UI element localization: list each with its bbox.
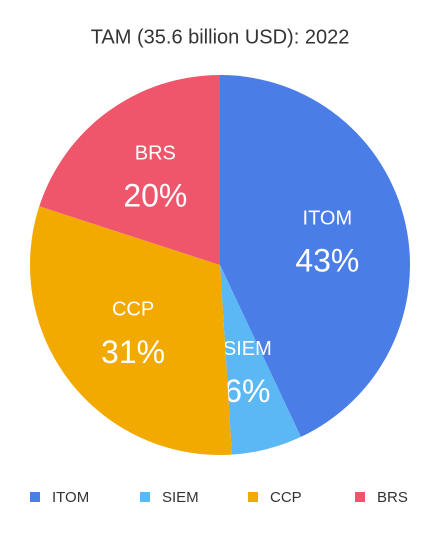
slice-value-label: 31% (101, 334, 165, 370)
chart-title: TAM (35.6 billion USD): 2022 (91, 26, 350, 48)
legend-label: CCP (270, 489, 302, 506)
legend-label: ITOM (52, 489, 89, 506)
slice-value-label: 43% (295, 242, 359, 278)
pie-slice (30, 206, 232, 456)
legend-swatch (30, 492, 40, 502)
pie-slice (220, 265, 301, 455)
slice-label: ITOM (303, 207, 353, 229)
legend-swatch (248, 492, 258, 502)
slice-value-label: 20% (123, 177, 187, 213)
pie-slice (39, 75, 221, 265)
legend-label: SIEM (162, 489, 199, 506)
pie-slice (220, 75, 411, 437)
legend-label: BRS (377, 489, 408, 506)
slice-label: SIEM (223, 338, 272, 360)
slice-value-label: 6% (224, 373, 270, 409)
legend-swatch (140, 492, 150, 502)
slice-label: BRS (135, 142, 176, 164)
legend-swatch (355, 492, 365, 502)
slice-label: CCP (112, 299, 154, 321)
